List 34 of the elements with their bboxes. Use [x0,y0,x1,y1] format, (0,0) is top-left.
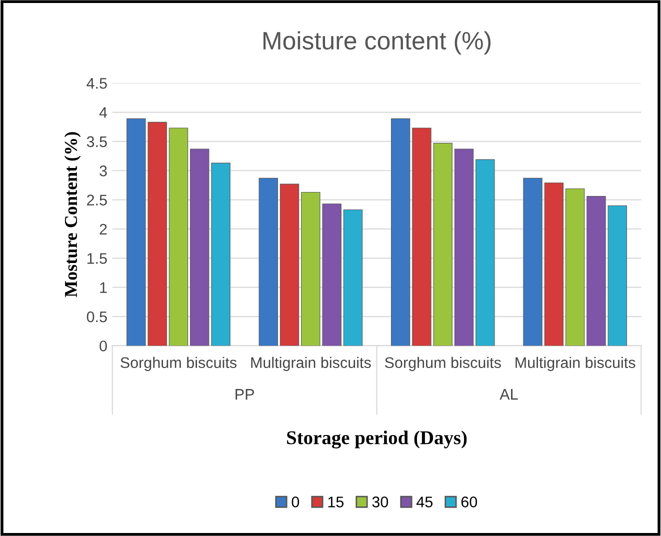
y-tick-label: 4.5 [86,78,107,89]
y-tick-label: 2 [100,224,107,235]
bar [565,188,585,346]
y-tick-label: 0 [100,340,107,352]
bar [454,148,474,346]
y-tick-label: 1.5 [87,253,107,264]
x-tick-label: Sorghum biscuits [120,356,237,372]
y-tick-label: 2.5 [87,194,107,206]
legend-label: 30 [372,496,388,508]
y-tick-label: 0.5 [86,311,107,322]
y-tick-label: 1 [100,282,107,293]
x-axis-title: Storage period (Days) [287,430,467,448]
bar [390,118,410,346]
x-tick-label: Multigrain biscuits [516,356,636,372]
y-tick-label: 3.5 [86,136,107,148]
y-tick-label: 4 [99,107,108,118]
legend-label: 60 [461,496,478,508]
chart-title: Moisture content (%) [264,31,491,55]
text: PP [236,389,254,400]
bar [343,209,363,346]
y-tick-label: 3 [100,165,107,176]
y-axis-title: Mosture Content (%) [64,132,81,298]
bar [544,182,564,346]
bar [523,178,542,346]
legend-label: 45 [416,496,433,508]
x-tick-label: Sorghum biscuits [384,356,501,372]
bar [280,184,300,346]
bar [168,128,188,346]
legend-label: 15 [328,496,344,508]
bar [258,178,278,346]
text: AL [500,389,518,400]
legend-label: 0 [292,496,300,508]
x-tick-label: Multigrain biscuits [251,356,371,372]
bar [476,159,495,346]
